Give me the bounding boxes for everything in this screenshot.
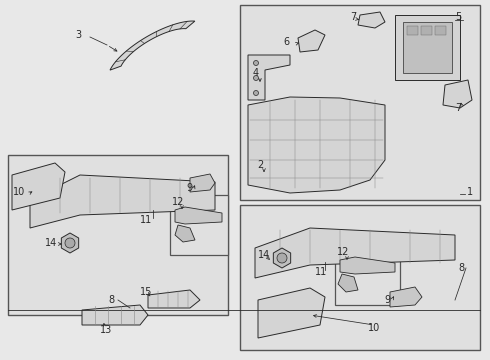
Polygon shape bbox=[248, 97, 385, 193]
Polygon shape bbox=[390, 287, 422, 307]
Text: 8: 8 bbox=[108, 295, 114, 305]
Bar bbox=[170, 195, 228, 255]
Bar bbox=[240, 205, 480, 350]
Text: 14: 14 bbox=[258, 250, 270, 260]
Polygon shape bbox=[148, 290, 200, 308]
Text: 2: 2 bbox=[257, 160, 263, 170]
Text: 3: 3 bbox=[75, 30, 81, 40]
Text: 9: 9 bbox=[186, 183, 192, 193]
Text: 7: 7 bbox=[350, 12, 356, 22]
Polygon shape bbox=[110, 21, 195, 70]
Bar bbox=[403, 22, 452, 73]
Text: 5: 5 bbox=[455, 12, 461, 22]
Text: 9: 9 bbox=[384, 295, 390, 305]
Bar bbox=[435, 26, 446, 35]
Text: 15: 15 bbox=[140, 287, 152, 297]
Text: 8: 8 bbox=[458, 263, 464, 273]
Bar bbox=[395, 15, 460, 80]
Text: 10: 10 bbox=[13, 187, 25, 197]
Polygon shape bbox=[255, 228, 455, 278]
Circle shape bbox=[253, 90, 259, 95]
Polygon shape bbox=[248, 55, 290, 100]
Polygon shape bbox=[175, 207, 222, 224]
Polygon shape bbox=[258, 288, 325, 338]
Text: 11: 11 bbox=[140, 215, 152, 225]
Bar bbox=[421, 26, 432, 35]
Text: 14: 14 bbox=[45, 238, 57, 248]
Text: 12: 12 bbox=[337, 247, 349, 257]
Text: 11: 11 bbox=[315, 267, 327, 277]
Text: 12: 12 bbox=[172, 197, 184, 207]
Circle shape bbox=[65, 238, 75, 248]
Text: 1: 1 bbox=[467, 187, 473, 197]
Polygon shape bbox=[30, 175, 215, 228]
Polygon shape bbox=[298, 30, 325, 52]
Polygon shape bbox=[358, 12, 385, 28]
Text: 4: 4 bbox=[253, 68, 259, 78]
Polygon shape bbox=[443, 80, 472, 108]
Polygon shape bbox=[175, 225, 195, 242]
Polygon shape bbox=[273, 248, 291, 268]
Bar bbox=[407, 26, 418, 35]
Polygon shape bbox=[61, 233, 79, 253]
Circle shape bbox=[253, 60, 259, 66]
Text: 13: 13 bbox=[100, 325, 112, 335]
Polygon shape bbox=[340, 257, 395, 274]
Polygon shape bbox=[82, 305, 148, 325]
Text: 7: 7 bbox=[455, 103, 461, 113]
Polygon shape bbox=[190, 174, 215, 192]
Circle shape bbox=[277, 253, 287, 263]
Polygon shape bbox=[12, 163, 65, 210]
Polygon shape bbox=[338, 274, 358, 292]
Text: 10: 10 bbox=[368, 323, 380, 333]
Bar bbox=[240, 5, 480, 200]
Text: 6: 6 bbox=[283, 37, 289, 47]
Bar bbox=[8, 155, 228, 315]
Circle shape bbox=[253, 76, 259, 81]
Bar bbox=[335, 245, 400, 305]
